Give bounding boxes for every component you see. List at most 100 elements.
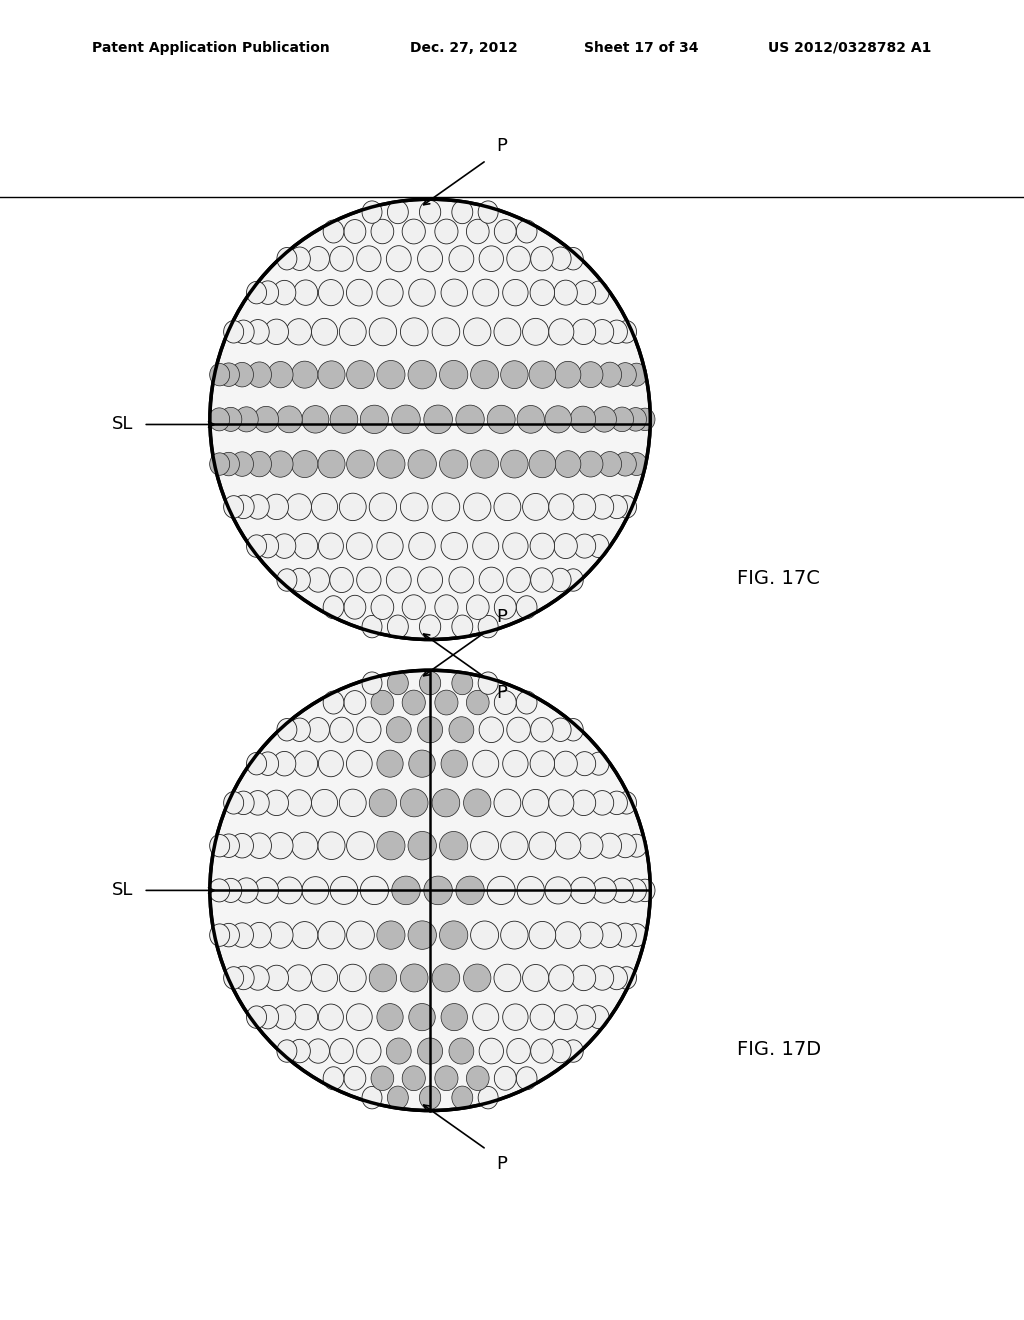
Ellipse shape <box>439 360 468 389</box>
Ellipse shape <box>522 965 549 991</box>
Ellipse shape <box>370 789 396 817</box>
Ellipse shape <box>435 595 458 619</box>
Ellipse shape <box>346 280 372 306</box>
Ellipse shape <box>356 246 381 272</box>
Ellipse shape <box>339 494 367 520</box>
Ellipse shape <box>264 319 289 345</box>
Ellipse shape <box>318 280 343 306</box>
Ellipse shape <box>424 876 453 904</box>
Ellipse shape <box>370 964 396 991</box>
Ellipse shape <box>392 405 420 434</box>
Ellipse shape <box>234 407 258 432</box>
Ellipse shape <box>370 492 396 521</box>
Ellipse shape <box>550 569 571 591</box>
Ellipse shape <box>292 921 317 949</box>
Ellipse shape <box>346 533 372 560</box>
Ellipse shape <box>318 450 345 478</box>
Ellipse shape <box>464 789 490 817</box>
Ellipse shape <box>247 535 266 557</box>
Ellipse shape <box>570 407 596 433</box>
Ellipse shape <box>529 921 556 949</box>
Ellipse shape <box>311 494 338 520</box>
Ellipse shape <box>503 533 528 560</box>
Ellipse shape <box>503 751 528 777</box>
Ellipse shape <box>248 362 271 387</box>
Ellipse shape <box>387 201 409 223</box>
Ellipse shape <box>230 451 254 477</box>
Ellipse shape <box>248 833 271 858</box>
Ellipse shape <box>289 1039 310 1063</box>
Ellipse shape <box>257 281 279 305</box>
Ellipse shape <box>247 281 266 304</box>
Ellipse shape <box>570 878 596 904</box>
Text: FIG. 17C: FIG. 17C <box>737 569 820 587</box>
Ellipse shape <box>456 876 484 904</box>
Ellipse shape <box>441 1003 468 1031</box>
Ellipse shape <box>232 791 254 814</box>
Ellipse shape <box>289 718 310 742</box>
Ellipse shape <box>408 921 436 949</box>
Ellipse shape <box>257 1006 279 1028</box>
Ellipse shape <box>439 832 468 859</box>
Ellipse shape <box>294 280 317 305</box>
Ellipse shape <box>588 535 609 557</box>
Ellipse shape <box>400 964 428 991</box>
Ellipse shape <box>550 1039 571 1063</box>
Ellipse shape <box>387 1086 409 1109</box>
Ellipse shape <box>400 492 428 521</box>
Ellipse shape <box>635 879 655 902</box>
Ellipse shape <box>466 690 489 715</box>
Ellipse shape <box>386 1038 412 1064</box>
Ellipse shape <box>435 219 458 244</box>
Ellipse shape <box>230 923 254 948</box>
Ellipse shape <box>318 533 343 560</box>
Ellipse shape <box>330 568 353 593</box>
Ellipse shape <box>550 247 571 271</box>
Ellipse shape <box>371 595 394 619</box>
Ellipse shape <box>432 964 460 991</box>
Ellipse shape <box>276 718 297 741</box>
Ellipse shape <box>362 1086 382 1109</box>
Ellipse shape <box>346 1003 372 1031</box>
Ellipse shape <box>432 492 460 521</box>
Ellipse shape <box>268 362 293 388</box>
Ellipse shape <box>409 1003 435 1031</box>
Ellipse shape <box>344 690 366 714</box>
Ellipse shape <box>588 752 609 775</box>
Ellipse shape <box>435 690 458 715</box>
Ellipse shape <box>530 280 555 305</box>
Ellipse shape <box>210 363 229 385</box>
Ellipse shape <box>449 1038 474 1064</box>
Ellipse shape <box>501 921 528 949</box>
Ellipse shape <box>218 453 240 475</box>
Ellipse shape <box>344 219 366 243</box>
Ellipse shape <box>549 494 573 520</box>
Ellipse shape <box>307 247 330 271</box>
Text: FIG. 17D: FIG. 17D <box>737 1040 821 1059</box>
Ellipse shape <box>507 717 530 742</box>
Ellipse shape <box>471 921 499 949</box>
Ellipse shape <box>346 921 375 949</box>
Ellipse shape <box>530 1039 553 1063</box>
Ellipse shape <box>478 672 498 694</box>
Ellipse shape <box>571 319 596 345</box>
Ellipse shape <box>377 1003 403 1031</box>
Ellipse shape <box>400 318 428 346</box>
Ellipse shape <box>439 450 468 478</box>
Ellipse shape <box>292 832 317 859</box>
Ellipse shape <box>273 1005 296 1030</box>
Ellipse shape <box>318 921 345 949</box>
Ellipse shape <box>554 280 578 305</box>
Ellipse shape <box>330 405 357 433</box>
Ellipse shape <box>289 569 310 591</box>
Ellipse shape <box>330 717 353 742</box>
Ellipse shape <box>473 1003 499 1031</box>
Circle shape <box>210 671 650 1110</box>
Ellipse shape <box>292 450 317 478</box>
Ellipse shape <box>402 219 425 244</box>
Ellipse shape <box>339 318 367 346</box>
Ellipse shape <box>530 247 553 271</box>
Ellipse shape <box>554 1005 578 1030</box>
Ellipse shape <box>579 833 603 858</box>
Ellipse shape <box>529 832 556 859</box>
